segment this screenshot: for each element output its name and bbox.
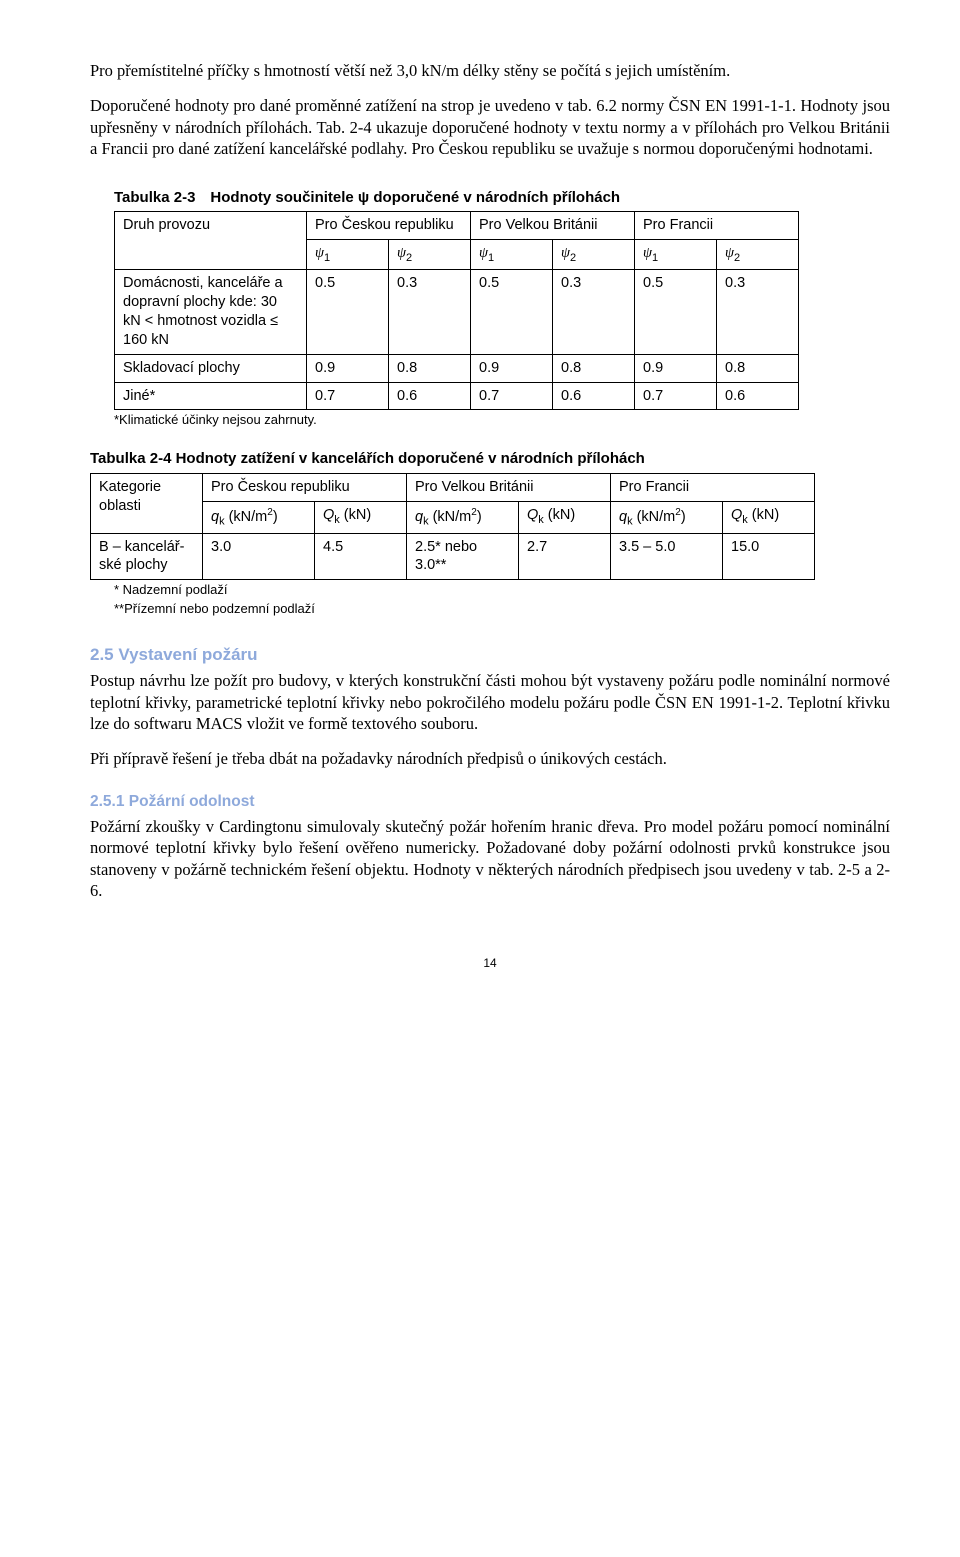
table-2-4-row-label: B – kancelář-ské plochy [91,533,203,580]
sec-2-5-para-1: Postup návrhu lze požít pro budovy, v kt… [90,670,890,734]
table-2-3-psi-3: ψ2 [553,240,635,270]
table-2-3-row-1-val-3: 0.8 [553,354,635,382]
table-2-4-header-Qk-0: Qk (kN) [315,501,407,533]
table-2-3-psi-0: ψ1 [307,240,389,270]
table-2-3-row-2-val-0: 0.7 [307,382,389,410]
table-2-4-header-region-3: Pro Francii [611,473,815,501]
table-2-4-header-Qk-2: Qk (kN) [723,501,815,533]
table-2-3-row-1-label: Skladovací plochy [115,354,307,382]
table-2-3-row-1-val-2: 0.9 [471,354,553,382]
table-2-3-row-2-val-5: 0.6 [717,382,799,410]
table-2-3-row-1-val-4: 0.9 [635,354,717,382]
table-2-3-row-0-val-0: 0.5 [307,270,389,354]
heading-2-5: 2.5 Vystavení požáru [90,644,890,666]
table-2-3-row-0-label: Domácnosti, kanceláře a dopravní plochy … [115,270,307,354]
table-2-4-footnote-2: **Přízemní nebo podzemní podlaží [114,601,890,618]
table-2-3-row-0-val-1: 0.3 [389,270,471,354]
table-2-4-row-val-4: 3.5 – 5.0 [611,533,723,580]
table-2-4-header-region-2: Pro Velkou Británii [407,473,611,501]
table-2-3-row-2-val-4: 0.7 [635,382,717,410]
table-2-4-header-qk-0: qk (kN/m2) [203,501,315,533]
table-2-3-row-0-val-5: 0.3 [717,270,799,354]
table-2-3-header-region-2: Pro Velkou Británii [471,212,635,240]
table-2-4-footnote-1: * Nadzemní podlaží [114,582,890,599]
table-2-3-row-1-val-1: 0.8 [389,354,471,382]
table-2-3-footnote: *Klimatické účinky nejsou zahrnuty. [114,412,890,429]
sec-2-5-1-para-1: Požární zkoušky v Cardingtonu simulovaly… [90,816,890,902]
table-2-3-psi-4: ψ1 [635,240,717,270]
paragraph-1: Pro přemístitelné příčky s hmotností vět… [90,60,890,81]
table-2-3-row-2-val-3: 0.6 [553,382,635,410]
table-2-4-row-val-5: 15.0 [723,533,815,580]
table-2-3-row-2-val-2: 0.7 [471,382,553,410]
table-2-3-header-region-3: Pro Francii [635,212,799,240]
table-2-3-header-region-1: Pro Českou republiku [307,212,471,240]
table-2-3-row-2-label: Jiné* [115,382,307,410]
heading-2-5-1: 2.5.1 Požární odolnost [90,792,890,812]
paragraph-2: Doporučené hodnoty pro dané proměnné zat… [90,95,890,159]
table-2-4-caption: Tabulka 2-4 Hodnoty zatížení v kanceláří… [90,449,890,469]
table-2-3-row-1-val-0: 0.9 [307,354,389,382]
table-2-3-psi-1: ψ2 [389,240,471,270]
table-2-4-header-Qk-1: Qk (kN) [519,501,611,533]
table-2-3-psi-2: ψ1 [471,240,553,270]
table-2-3: Druh provozuPro Českou republikuPro Velk… [114,211,799,410]
sec-2-5-para-2: Při přípravě řešení je třeba dbát na pož… [90,748,890,769]
table-2-3-row-0-val-2: 0.5 [471,270,553,354]
table-2-3-row-0-val-3: 0.3 [553,270,635,354]
table-2-4-row-val-3: 2.7 [519,533,611,580]
table-2-4-row-val-1: 4.5 [315,533,407,580]
table-2-4-row-val-0: 3.0 [203,533,315,580]
page-number: 14 [90,956,890,972]
table-2-3-psi-5: ψ2 [717,240,799,270]
table-2-3-row-2-val-1: 0.6 [389,382,471,410]
table-2-4-row-val-2: 2.5* nebo 3.0** [407,533,519,580]
table-2-4-header-qk-1: qk (kN/m2) [407,501,519,533]
table-2-3-header-druh: Druh provozu [115,212,307,270]
table-2-3-row-1-val-5: 0.8 [717,354,799,382]
table-2-3-row-0-val-4: 0.5 [635,270,717,354]
table-2-3-caption: Tabulka 2-3 Hodnoty součinitele ψ doporu… [114,188,890,208]
table-2-4-header-region-1: Pro Českou republiku [203,473,407,501]
table-2-4: Kategorie oblastiPro Českou republikuPro… [90,473,815,581]
table-2-4-header-kategorie: Kategorie oblasti [91,473,203,533]
table-2-4-header-qk-2: qk (kN/m2) [611,501,723,533]
